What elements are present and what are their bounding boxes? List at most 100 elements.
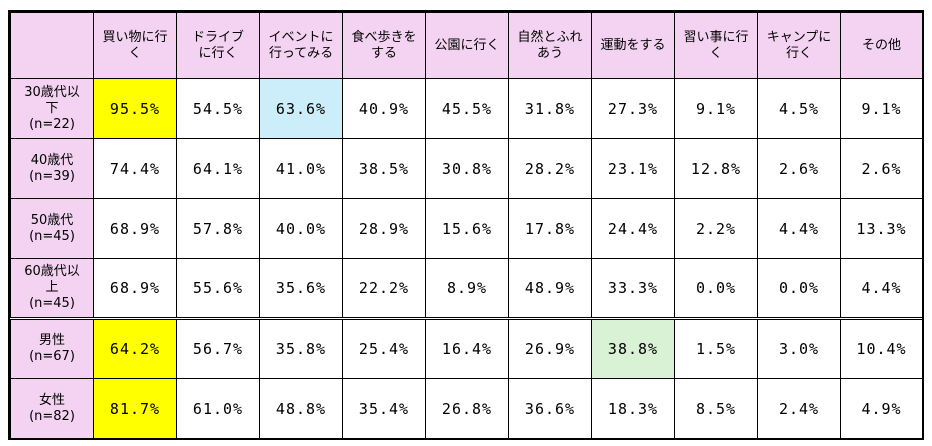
value-cell: 35.4% <box>342 378 426 439</box>
value-cell: 35.6% <box>259 258 343 319</box>
value-cell: 17.8% <box>508 198 592 259</box>
value-cell: 40.0% <box>259 198 343 259</box>
value-cell: 64.1% <box>176 138 260 199</box>
value-cell: 26.9% <box>508 317 592 379</box>
value-cell: 74.4% <box>93 138 177 199</box>
value-cell: 30.8% <box>425 138 509 199</box>
value-cell: 0.0% <box>757 258 841 319</box>
column-header-line: 買い物に行 <box>102 29 168 45</box>
value-cell: 68.9% <box>93 258 177 319</box>
value-cell: 9.1% <box>674 78 758 139</box>
value-cell: 25.4% <box>342 317 426 379</box>
header-row: 買い物に行くドライブ に行く イベントに 行ってみる 食べ歩きを する 公園に行く 自然とふれ… <box>10 12 923 79</box>
column-header-line: 食べ歩きを <box>351 29 417 45</box>
column-header: 買い物に行く <box>93 12 177 79</box>
value-cell: 9.1% <box>840 78 923 139</box>
column-header: 食べ歩きを する <box>342 12 426 79</box>
row-label: 40歳代 (n=39) <box>10 138 94 199</box>
value-cell: 61.0% <box>176 378 260 439</box>
value-cell: 63.6% <box>259 78 343 139</box>
value-cell: 4.5% <box>757 78 841 139</box>
row-label-line: 50歳代 <box>30 212 74 228</box>
value-cell: 57.8% <box>176 198 260 259</box>
row-label-line: 30歳代以 <box>24 84 80 100</box>
row-label-line: (n=67) <box>29 349 75 364</box>
value-cell: 81.7% <box>93 378 177 439</box>
column-header: イベントに 行ってみる <box>259 12 343 79</box>
value-cell: 2.2% <box>674 198 758 259</box>
value-cell: 15.6% <box>425 198 509 259</box>
value-cell: 48.9% <box>508 258 592 319</box>
row-label-line: 下 <box>45 100 59 116</box>
table-row: 60歳代以上 (n=45) 68.9% 55.6% 35.6% 22.2% 8.9% 48.9… <box>10 258 923 319</box>
value-cell: 28.9% <box>342 198 426 259</box>
value-cell: 26.8% <box>425 378 509 439</box>
row-label-line: 上 <box>45 280 59 295</box>
value-cell: 35.8% <box>259 317 343 379</box>
value-cell: 36.6% <box>508 378 592 439</box>
column-header: 習い事に行く <box>674 12 758 79</box>
value-cell: 10.4% <box>840 317 923 379</box>
value-cell: 16.4% <box>425 317 509 379</box>
value-cell: 24.4% <box>591 198 675 259</box>
value-cell: 8.5% <box>674 378 758 439</box>
row-label: 30歳代以下 (n=22) <box>10 78 94 139</box>
column-header-line: 公園に行く <box>434 37 500 53</box>
column-header-line: あう <box>536 45 563 61</box>
value-cell: 95.5% <box>93 78 177 139</box>
value-cell: 18.3% <box>591 378 675 439</box>
value-cell: 48.8% <box>259 378 343 439</box>
table-row: 40歳代 (n=39) 74.4% 64.1% 41.0% 38.5% 30.8% 28.2%… <box>10 138 923 199</box>
row-label-line: 女性 <box>38 392 65 408</box>
column-header-line: その他 <box>861 37 901 53</box>
row-label-line: 男性 <box>38 333 65 348</box>
value-cell: 22.2% <box>342 258 426 319</box>
value-cell: 3.0% <box>757 317 841 379</box>
value-cell: 2.4% <box>757 378 841 439</box>
column-header-line: 行く <box>785 45 812 61</box>
table-row: 女性 (n=82) 81.7% 61.0% 48.8% 35.4% 26.8% 36.6% 18… <box>10 378 923 439</box>
value-cell: 1.5% <box>674 317 758 379</box>
column-header: 自然とふれ あう <box>508 12 592 79</box>
row-label: 女性 (n=82) <box>10 378 94 439</box>
value-cell: 4.4% <box>757 198 841 259</box>
column-header-line: 習い事に行 <box>683 29 749 45</box>
column-header: その他 <box>840 12 923 79</box>
table-row: 30歳代以下 (n=22) 95.5% 54.5% 63.6% 40.9% 45.5% 31.… <box>10 78 923 139</box>
value-cell: 2.6% <box>840 138 923 199</box>
value-cell: 13.3% <box>840 198 923 259</box>
column-header-line: く <box>128 45 142 61</box>
value-cell: 2.6% <box>757 138 841 199</box>
survey-table-frame: 買い物に行くドライブ に行く イベントに 行ってみる 食べ歩きを する 公園に行く 自然とふれ… <box>8 10 924 440</box>
row-label-line: 60歳代以 <box>24 264 80 279</box>
value-cell: 38.5% <box>342 138 426 199</box>
column-header: 公園に行く <box>425 12 509 79</box>
value-cell: 27.3% <box>591 78 675 139</box>
row-label-line: 40歳代 <box>30 152 74 168</box>
row-label-line: (n=22) <box>29 116 75 132</box>
value-cell: 33.3% <box>591 258 675 319</box>
row-label: 男性 (n=67) <box>10 317 94 379</box>
value-cell: 55.6% <box>176 258 260 319</box>
value-cell: 54.5% <box>176 78 260 139</box>
column-header-line: イベントに <box>268 29 334 45</box>
value-cell: 8.9% <box>425 258 509 319</box>
value-cell: 68.9% <box>93 198 177 259</box>
column-header-line: する <box>370 45 397 61</box>
row-label-line: (n=39) <box>29 168 75 184</box>
column-header: ドライブ に行く <box>176 12 260 79</box>
value-cell: 38.8% <box>591 317 675 379</box>
row-label-line: (n=45) <box>29 228 75 244</box>
value-cell: 64.2% <box>93 317 177 379</box>
table-row: 男性 (n=67) 64.2% 56.7% 35.8% 25.4% 16.4% 26.9% 38… <box>10 317 923 379</box>
column-header-line: に行く <box>198 45 238 61</box>
value-cell: 12.8% <box>674 138 758 199</box>
column-header-line: 自然とふれ <box>517 29 583 45</box>
value-cell: 23.1% <box>591 138 675 199</box>
column-header: 運動をする <box>591 12 675 79</box>
row-label-line: (n=82) <box>29 408 75 424</box>
row-label-line: (n=45) <box>29 296 75 311</box>
corner-cell <box>10 12 94 79</box>
value-cell: 0.0% <box>674 258 758 319</box>
column-header-line: く <box>709 45 723 61</box>
